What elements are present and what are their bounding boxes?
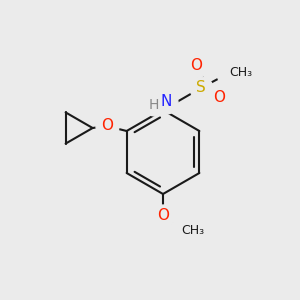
Text: N: N (160, 94, 172, 110)
Text: H: H (149, 98, 159, 112)
Text: S: S (196, 80, 206, 95)
Text: O: O (213, 91, 225, 106)
Text: O: O (100, 118, 112, 134)
Text: O: O (157, 208, 169, 224)
Text: CH₃: CH₃ (181, 224, 204, 238)
Text: O: O (190, 58, 202, 74)
Text: CH₃: CH₃ (229, 67, 252, 80)
